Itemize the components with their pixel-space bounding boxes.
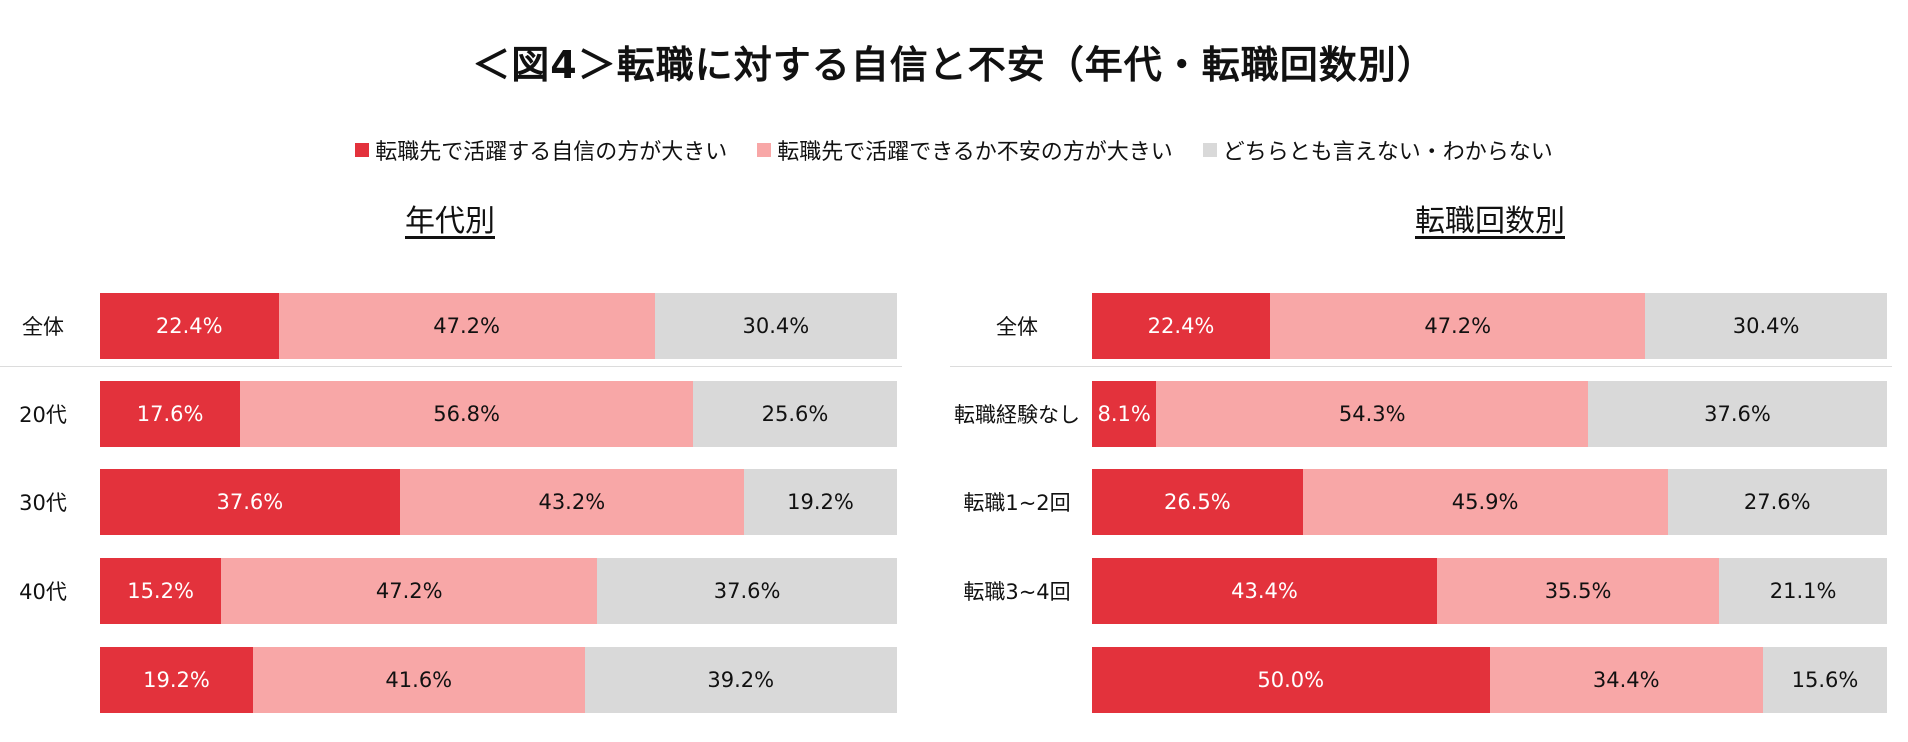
panel-title-job-changes: 転職回数別 xyxy=(1415,204,1565,239)
age-seg-confident-0: 22.4% xyxy=(100,293,279,359)
jobchange-seg-confident-0: 22.4% xyxy=(1092,293,1271,359)
age-bar-0: 22.4% 47.2% 30.4% xyxy=(100,293,897,359)
jobchange-seg-neutral-2: 27.6% xyxy=(1667,469,1887,535)
jobchange-row-label-0: 全体 xyxy=(996,315,1038,339)
legend-label-confident: 転職先で活躍する自信の方が大きい xyxy=(375,140,728,165)
jobchange-seg-confident-3: 43.4% xyxy=(1092,558,1438,624)
age-bar-4: 19.2% 41.6% 39.2% xyxy=(100,647,897,713)
age-row-label-2: 30代 xyxy=(19,491,67,515)
jobchange-seg-anxious-1: 54.3% xyxy=(1156,381,1589,447)
jobchange-seg-confident-1: 8.1% xyxy=(1092,381,1157,447)
age-seg-anxious-1: 56.8% xyxy=(240,381,693,447)
jobchange-seg-neutral-0: 30.4% xyxy=(1645,293,1887,359)
divider-age xyxy=(0,366,902,367)
age-seg-confident-4: 19.2% xyxy=(100,647,254,713)
jobchange-seg-confident-4: 50.0% xyxy=(1092,647,1490,713)
jobchange-seg-anxious-3: 35.5% xyxy=(1437,558,1720,624)
legend-item-anxious: 転職先で活躍できるか不安の方が大きい xyxy=(757,134,1173,166)
age-seg-neutral-2: 19.2% xyxy=(743,469,897,535)
age-bar-2: 37.6% 43.2% 19.2% xyxy=(100,469,897,535)
age-bar-3: 15.2% 47.2% 37.6% xyxy=(100,558,897,624)
legend-item-neutral: どちらとも言えない・わからない xyxy=(1202,134,1553,166)
age-seg-neutral-1: 25.6% xyxy=(692,381,897,447)
age-row-label-0: 全体 xyxy=(22,315,64,339)
age-seg-neutral-4: 39.2% xyxy=(584,647,897,713)
jobchange-seg-anxious-2: 45.9% xyxy=(1302,469,1668,535)
age-seg-neutral-0: 30.4% xyxy=(654,293,897,359)
age-seg-anxious-2: 43.2% xyxy=(399,469,744,535)
age-seg-anxious-4: 41.6% xyxy=(253,647,585,713)
jobchange-bar-1: 8.1% 54.3% 37.6% xyxy=(1092,381,1887,447)
jobchange-bar-4: 50.0% 34.4% 15.6% xyxy=(1092,647,1887,713)
legend: 転職先で活躍する自信の方が大きい 転職先で活躍できるか不安の方が大きい どちらと… xyxy=(0,134,1908,166)
legend-swatch-neutral xyxy=(1202,143,1217,157)
age-seg-anxious-0: 47.2% xyxy=(278,293,655,359)
jobchange-bar-0: 22.4% 47.2% 30.4% xyxy=(1092,293,1887,359)
legend-label-anxious: 転職先で活躍できるか不安の方が大きい xyxy=(777,140,1173,165)
age-bar-1: 17.6% 56.8% 25.6% xyxy=(100,381,897,447)
panel-title-age: 年代別 xyxy=(405,204,495,239)
jobchange-seg-confident-2: 26.5% xyxy=(1092,469,1303,535)
age-row-label-1: 20代 xyxy=(19,403,67,427)
jobchange-row-label-3: 転職3~4回 xyxy=(963,580,1071,604)
legend-item-confident: 転職先で活躍する自信の方が大きい xyxy=(355,134,727,166)
jobchange-row-label-1: 転職経験なし xyxy=(954,403,1080,427)
jobchange-seg-neutral-3: 21.1% xyxy=(1719,558,1887,624)
legend-swatch-anxious xyxy=(757,143,772,157)
age-seg-confident-2: 37.6% xyxy=(100,469,400,535)
jobchange-seg-neutral-1: 37.6% xyxy=(1588,381,1887,447)
jobchange-seg-anxious-4: 34.4% xyxy=(1489,647,1763,713)
legend-label-neutral: どちらとも言えない・わからない xyxy=(1222,140,1553,165)
jobchange-seg-neutral-4: 15.6% xyxy=(1762,647,1887,713)
jobchange-bar-3: 43.4% 35.5% 21.1% xyxy=(1092,558,1887,624)
age-seg-neutral-3: 37.6% xyxy=(597,558,897,624)
jobchange-row-label-2: 転職1~2回 xyxy=(963,491,1071,515)
age-seg-anxious-3: 47.2% xyxy=(221,558,598,624)
jobchange-seg-anxious-0: 47.2% xyxy=(1270,293,1646,359)
chart-title: ＜図4＞転職に対する自信と不安（年代・転職回数別） xyxy=(472,43,1436,87)
jobchange-bar-2: 26.5% 45.9% 27.6% xyxy=(1092,469,1887,535)
age-seg-confident-3: 15.2% xyxy=(100,558,222,624)
age-seg-confident-1: 17.6% xyxy=(100,381,241,447)
legend-swatch-confident xyxy=(355,143,370,157)
age-row-label-3: 40代 xyxy=(19,580,67,604)
divider-job-changes xyxy=(950,366,1892,367)
